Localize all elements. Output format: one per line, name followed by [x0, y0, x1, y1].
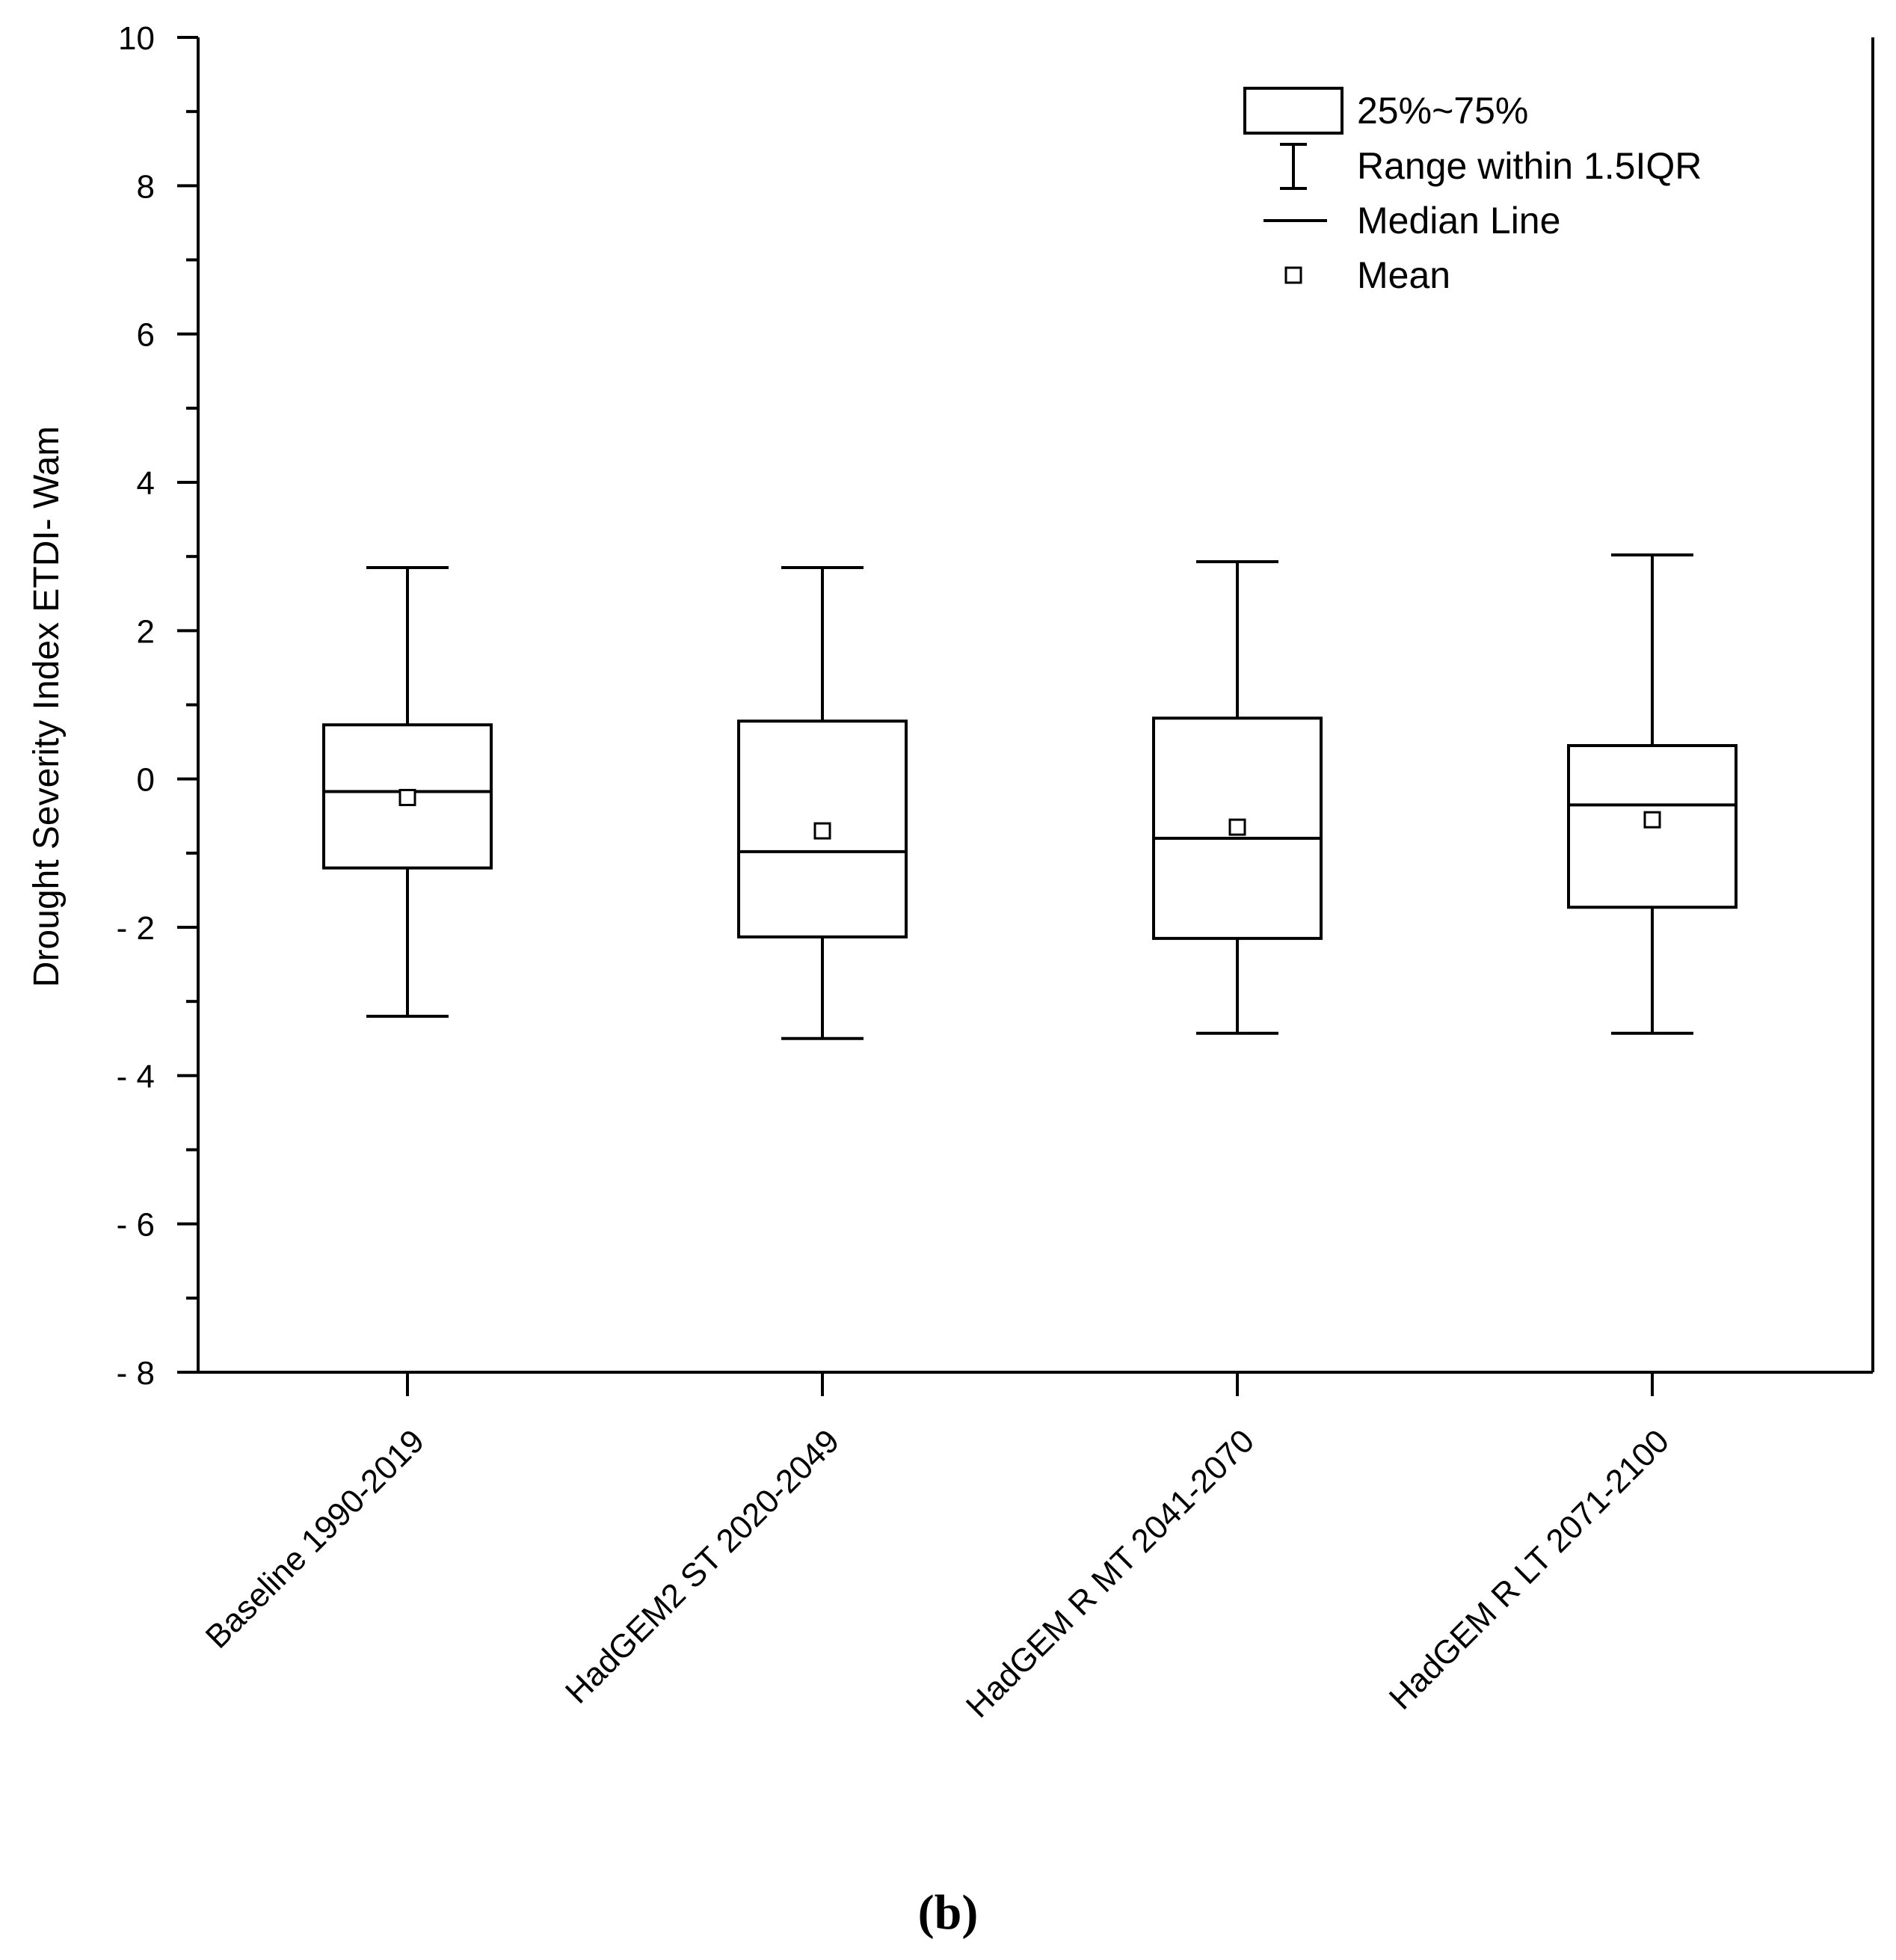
- x-tick-label: HadGEM2 ST 2020-2049: [558, 1422, 846, 1710]
- y-tick-label: - 4: [117, 1058, 155, 1095]
- y-tick-label: 6: [137, 317, 155, 354]
- x-tick-label: Baseline 1990-2019: [199, 1422, 431, 1655]
- box-series: [322, 553, 1738, 1040]
- y-tick-label: 2: [137, 613, 155, 650]
- y-tick-label: - 8: [117, 1355, 155, 1392]
- legend-label: 25%~75%: [1357, 90, 1528, 132]
- box-4: [1567, 553, 1738, 1035]
- y-tick-label: - 6: [117, 1207, 155, 1244]
- x-axis: Baseline 1990-2019 HadGEM2 ST 2020-2049 Ha…: [199, 1372, 1676, 1725]
- y-axis-label: Drought Severity Index ETDI- Wam: [27, 426, 67, 987]
- legend-label: Median Line: [1357, 200, 1560, 242]
- y-tick-label: - 2: [117, 910, 155, 947]
- x-tick-label: HadGEM R MT 2041-2070: [959, 1422, 1261, 1724]
- box-2: [737, 566, 908, 1040]
- y-tick-label: 4: [137, 465, 155, 502]
- y-tick-label: 8: [137, 168, 155, 205]
- legend-label: Mean: [1357, 254, 1450, 296]
- mean-marker: [398, 788, 416, 806]
- y-tick-label: 0: [137, 762, 155, 799]
- mean-marker: [1643, 811, 1661, 829]
- mean-marker: [813, 822, 831, 840]
- y-axis: 10 8 6 4 2 0 - 2 - 4 - 6 - 8: [117, 20, 198, 1392]
- box-1: [322, 566, 493, 1018]
- legend-box-symbol: [1243, 87, 1343, 135]
- legend: 25%~75% Range within 1.5IQR Median Line Mea…: [1243, 87, 1702, 296]
- legend-mean-symbol: [1284, 266, 1302, 284]
- legend-label: Range within 1.5IQR: [1357, 145, 1702, 187]
- mean-marker: [1228, 818, 1246, 836]
- x-tick-label: HadGEM R LT 2071-2100: [1382, 1422, 1676, 1716]
- y-tick-label: 10: [118, 20, 155, 57]
- plot-frame: [197, 37, 1874, 1374]
- panel-label: (b): [917, 1885, 979, 1940]
- box-3: [1152, 560, 1323, 1035]
